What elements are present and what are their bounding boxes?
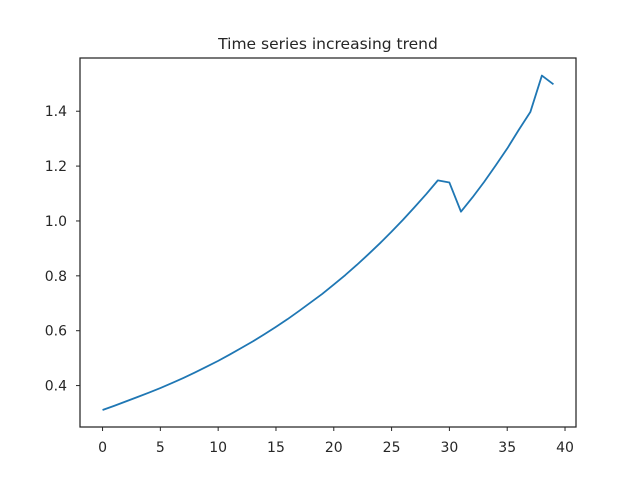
x-tick-label: 30 bbox=[440, 440, 458, 456]
y-tick-label: 1.2 bbox=[45, 159, 67, 175]
y-tick-label: 0.8 bbox=[45, 269, 67, 285]
x-tick-label: 15 bbox=[267, 440, 285, 456]
y-tick-label: 1.0 bbox=[45, 214, 67, 230]
y-axis-ticks: 0.4 0.6 0.8 1.0 1.2 1.4 bbox=[45, 104, 80, 395]
series-line-0 bbox=[102, 74, 554, 411]
x-tick-label: 20 bbox=[325, 440, 343, 456]
x-tick-label: 10 bbox=[209, 440, 227, 456]
x-tick-label: 35 bbox=[498, 440, 516, 456]
x-axis-ticks: 0 5 10 15 20 25 30 35 40 bbox=[98, 427, 574, 456]
x-tick-label: 5 bbox=[156, 440, 165, 456]
chart-title: Time series increasing trend bbox=[217, 35, 438, 53]
y-tick-label: 0.6 bbox=[45, 324, 67, 340]
x-tick-label: 25 bbox=[383, 440, 401, 456]
plot-frame bbox=[79, 57, 577, 428]
x-tick-label: 40 bbox=[556, 440, 574, 456]
series-layer bbox=[102, 74, 554, 411]
x-tick-label: 0 bbox=[98, 440, 107, 456]
y-tick-label: 0.4 bbox=[45, 379, 67, 395]
y-tick-label: 1.4 bbox=[45, 104, 67, 120]
